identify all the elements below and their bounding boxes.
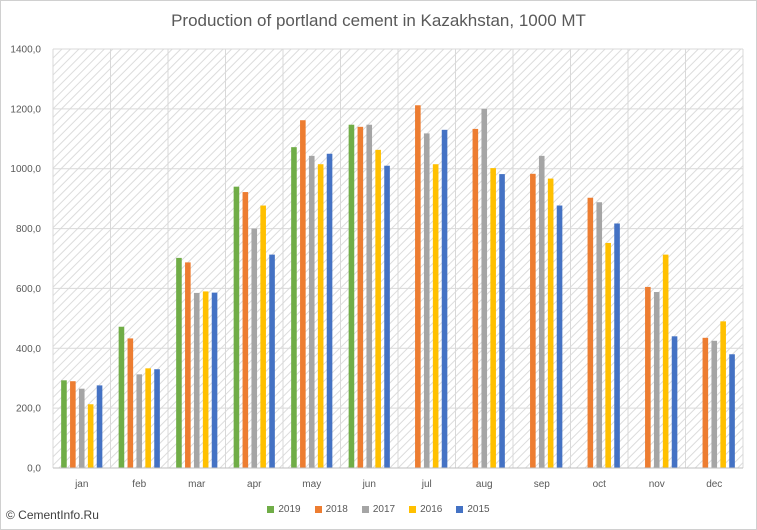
bar-2016-jun: [375, 149, 381, 469]
x-tick-label: apr: [247, 479, 262, 490]
legend-item-2017: 2017: [361, 504, 396, 515]
bar-2016-nov: [662, 254, 669, 468]
source-label: © CementInfo.Ru: [6, 508, 99, 522]
bar-2015-oct: [614, 223, 620, 468]
bar-2017-jun: [366, 124, 373, 468]
bar-2018-nov: [645, 286, 651, 468]
bar-2019-jan: [61, 380, 67, 468]
bar-2016-may: [317, 164, 324, 469]
x-axis: jan feb mar apr may jun jul aug sep oct nov dec: [53, 467, 743, 490]
bar-2017-oct: [596, 202, 603, 469]
y-tick-label: 200,0: [16, 404, 41, 415]
bar-2017-dec: [711, 340, 718, 468]
bar-2018-apr: [242, 192, 249, 468]
bar-2015-mar: [211, 292, 218, 468]
gridlines: [52, 48, 744, 469]
bar-2016-feb: [145, 368, 151, 468]
bar-2016-dec: [720, 321, 726, 468]
bar-2015-feb: [154, 369, 160, 468]
bar-2019-feb: [118, 326, 125, 468]
bar-2017-mar: [193, 292, 200, 468]
bar-2018-jul: [415, 105, 421, 469]
legend: 2019 2018 2017 2016 2015: [0, 504, 757, 515]
x-tick-label: jan: [74, 479, 88, 490]
bar-2018-may: [300, 120, 306, 468]
bar-2018-jun: [357, 126, 364, 468]
bar-2015-sep: [556, 205, 563, 468]
bar-2018-sep: [530, 173, 536, 469]
y-tick-label: 1200,0: [10, 104, 41, 115]
bar-2017-jan: [78, 388, 85, 468]
x-tick-label: sep: [534, 479, 551, 490]
bar-2019-apr: [233, 186, 240, 469]
legend-swatch: [456, 506, 464, 513]
bar-2016-apr: [260, 205, 266, 468]
bar-2018-oct: [587, 197, 594, 468]
bar-2018-jan: [70, 381, 76, 468]
bar-2017-apr: [251, 228, 258, 468]
bar-2015-jan: [96, 385, 103, 468]
bar-2016-mar: [202, 291, 209, 468]
y-axis: 0,0 200,0 400,0 600,0 800,0 1000,0 1200,0 1400,…: [10, 45, 41, 475]
bar-2017-aug: [481, 108, 488, 469]
bars: [61, 105, 735, 469]
x-tick-label: feb: [132, 479, 146, 490]
x-tick-label: aug: [476, 479, 493, 490]
bar-2015-dec: [729, 354, 735, 468]
bar-2018-aug: [472, 128, 479, 468]
x-tick-label: dec: [706, 479, 722, 490]
bar-2018-feb: [127, 338, 134, 468]
bar-2018-dec: [702, 337, 709, 468]
bar-2015-aug: [499, 174, 505, 468]
y-tick-label: 1400,0: [10, 45, 41, 56]
bar-2019-jun: [348, 124, 355, 468]
bar-2016-jul: [432, 164, 439, 469]
bar-2019-mar: [176, 257, 182, 468]
bar-2019-may: [291, 147, 297, 469]
bar-2017-sep: [538, 155, 545, 468]
legend-swatch: [314, 506, 322, 513]
bar-2017-jul: [423, 133, 430, 468]
legend-label: 2018: [325, 504, 348, 515]
x-tick-label: may: [302, 479, 321, 490]
x-tick-label: jul: [421, 479, 432, 490]
x-tick-label: mar: [188, 479, 206, 490]
legend-label: 2015: [467, 504, 490, 515]
bar-2015-jul: [441, 129, 448, 468]
bar-2016-sep: [547, 178, 554, 468]
y-tick-label: 1000,0: [10, 164, 41, 175]
y-tick-label: 400,0: [16, 344, 41, 355]
chart-title: Production of portland cement in Kazakhs…: [171, 11, 586, 30]
legend-swatch: [409, 506, 417, 513]
y-tick-label: 800,0: [16, 224, 41, 235]
x-tick-label: jun: [362, 479, 376, 490]
y-tick-label: 0,0: [27, 464, 41, 475]
bar-2016-jan: [87, 404, 94, 468]
bar-2015-nov: [671, 336, 678, 468]
legend-item-2019: 2019: [267, 504, 301, 515]
bar-2015-jun: [384, 165, 390, 468]
legend-swatch: [361, 506, 369, 513]
bar-2017-nov: [653, 292, 660, 468]
y-tick-label: 600,0: [16, 284, 41, 295]
x-tick-label: oct: [593, 479, 607, 490]
legend-swatch: [267, 506, 275, 513]
bar-2017-may: [308, 155, 315, 468]
legend-label: 2017: [372, 504, 396, 515]
legend-label: 2019: [278, 504, 301, 515]
x-tick-label: nov: [649, 479, 665, 490]
bar-2015-apr: [269, 254, 275, 468]
bar-2018-mar: [185, 262, 191, 468]
bar-2016-aug: [490, 168, 496, 468]
bar-2017-feb: [136, 374, 143, 468]
legend-item-2015: 2015: [456, 504, 490, 515]
legend-item-2016: 2016: [409, 504, 442, 515]
bar-2016-oct: [605, 242, 611, 468]
bar-2015-may: [326, 153, 333, 468]
legend-label: 2016: [420, 504, 443, 515]
legend-item-2018: 2018: [314, 504, 348, 515]
